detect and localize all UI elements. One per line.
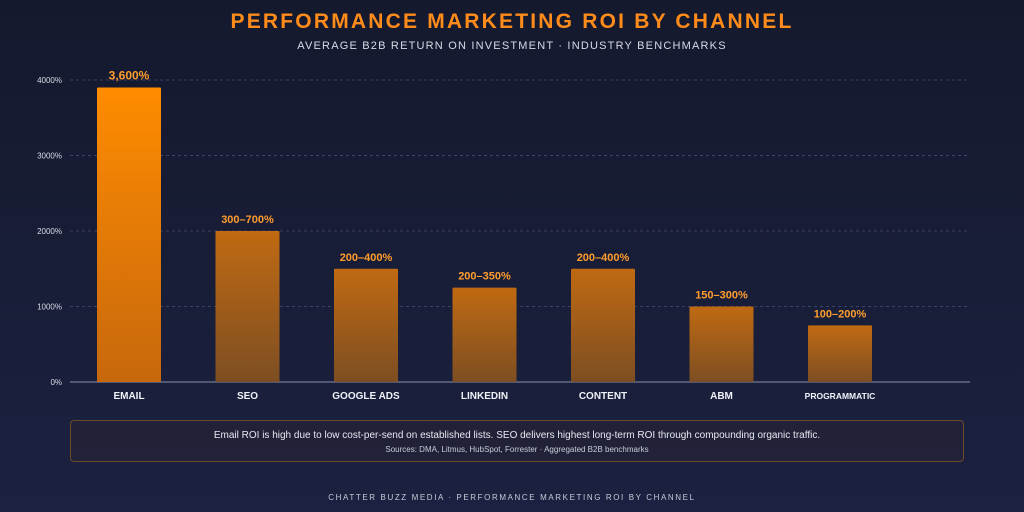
callout-note: Email ROI is high due to low cost-per-se…: [213, 430, 821, 441]
data-label: 300–700%: [221, 214, 274, 226]
footer-credit: CHATTER BUZZ MEDIA · PERFORMANCE MARKETI…: [328, 493, 696, 502]
x-tick-label: PROGRAMMATIC: [805, 391, 876, 401]
data-label: 3,600%: [109, 69, 150, 83]
x-tick-label: EMAIL: [113, 391, 144, 402]
y-tick-label: 4000%: [37, 76, 62, 85]
bar-content: [571, 268, 635, 382]
data-label: 150–300%: [695, 290, 748, 302]
x-tick-label: LINKEDIN: [461, 391, 508, 402]
x-tick-label: CONTENT: [579, 391, 627, 402]
y-tick-label: 3000%: [37, 152, 62, 161]
y-tick-label: 2000%: [37, 227, 62, 236]
x-tick-label: SEO: [237, 391, 258, 402]
bar-seo: [215, 231, 280, 382]
x-tick-label: GOOGLE ADS: [332, 391, 400, 402]
bar-abm: [689, 306, 754, 382]
bar-google-ads: [334, 268, 398, 382]
callout-sources: Sources: DMA, Litmus, HubSpot, Forrester…: [385, 445, 649, 454]
data-label: 200–350%: [458, 271, 511, 283]
x-tick-label: ABM: [710, 391, 733, 402]
data-label: 200–400%: [577, 252, 630, 264]
bar-programmatic: [808, 325, 872, 382]
data-label: 100–200%: [814, 308, 867, 320]
y-tick-label: 0%: [50, 378, 62, 387]
bar-linkedin: [452, 287, 517, 382]
insight-callout: Email ROI is high due to low cost-per-se…: [70, 420, 964, 462]
chart-subtitle: AVERAGE B2B RETURN ON INVESTMENT · INDUS…: [297, 40, 727, 52]
data-label: 200–400%: [340, 252, 393, 264]
y-tick-label: 1000%: [37, 303, 62, 312]
bar-email: [97, 87, 161, 383]
chart-title: PERFORMANCE MARKETING ROI BY CHANNEL: [230, 10, 794, 33]
